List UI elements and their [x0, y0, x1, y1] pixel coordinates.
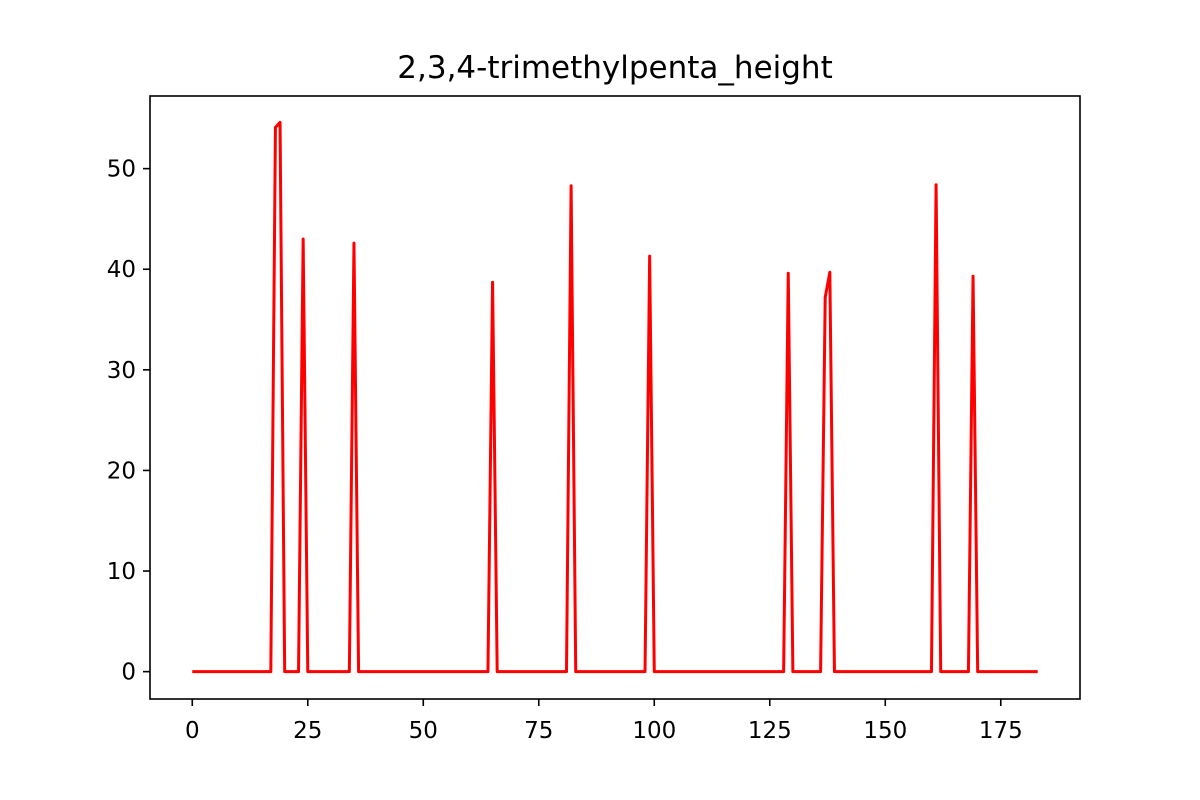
y-tick-label: 40: [107, 257, 136, 283]
y-tick-label: 30: [107, 358, 136, 384]
y-tick-label: 10: [107, 559, 136, 585]
y-tick-label: 0: [121, 660, 136, 686]
y-tick-label: 20: [107, 458, 136, 484]
x-tick-label: 175: [979, 718, 1023, 744]
x-tick-label: 75: [524, 718, 553, 744]
x-tick-label: 0: [185, 718, 200, 744]
x-tick-label: 125: [748, 718, 792, 744]
x-tick-label: 50: [409, 718, 438, 744]
x-tick-label: 100: [632, 718, 676, 744]
y-tick-label: 50: [107, 157, 136, 183]
x-tick-label: 25: [293, 718, 322, 744]
series-line-0: [192, 120, 1038, 674]
plot-frame: [149, 95, 1081, 700]
x-tick-label: 150: [863, 718, 907, 744]
chart-title: 2,3,4-trimethylpenta_height: [397, 50, 832, 86]
